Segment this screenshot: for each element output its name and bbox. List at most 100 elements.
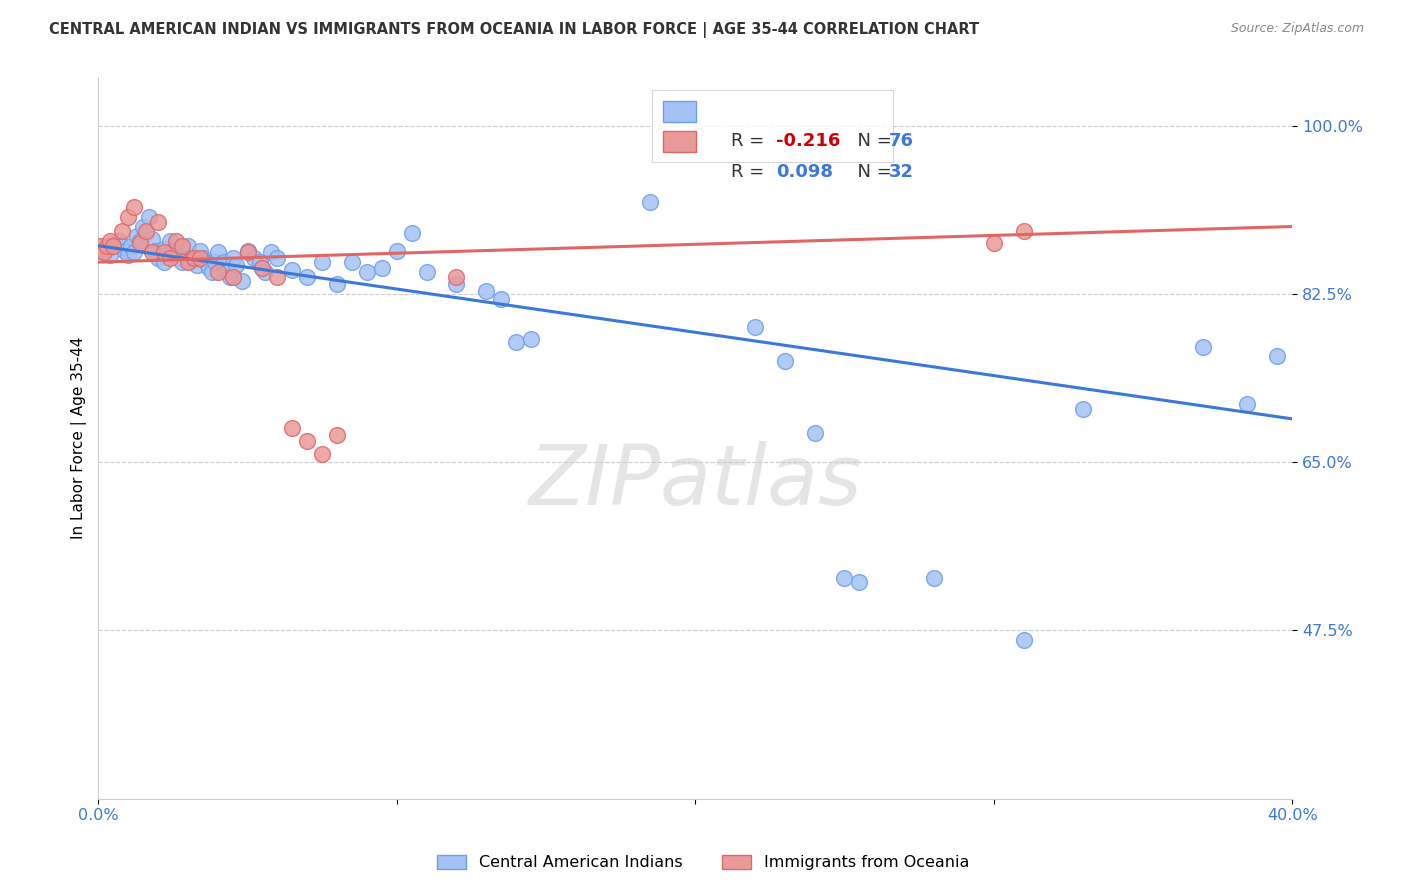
Text: -0.216: -0.216 <box>776 132 841 150</box>
Text: R =: R = <box>731 162 770 181</box>
Point <box>186 258 208 272</box>
Point <box>146 252 169 266</box>
Point <box>114 244 136 258</box>
Point <box>242 252 264 266</box>
Point <box>117 248 139 262</box>
Text: ZIPatlas: ZIPatlas <box>529 441 862 522</box>
Point <box>159 234 181 248</box>
Text: 32: 32 <box>889 162 914 181</box>
Point <box>415 265 437 279</box>
Point <box>252 260 274 275</box>
Point <box>922 570 945 584</box>
Point <box>848 575 870 590</box>
Point <box>446 270 468 285</box>
Point <box>177 255 200 269</box>
Point <box>356 265 378 279</box>
Point <box>385 244 408 258</box>
Point <box>207 245 229 260</box>
Point <box>132 219 155 234</box>
Point <box>177 252 200 266</box>
Y-axis label: In Labor Force | Age 35-44: In Labor Force | Age 35-44 <box>72 337 87 540</box>
Point <box>236 245 259 260</box>
Point <box>221 270 243 285</box>
Point <box>96 242 118 256</box>
Point <box>326 277 349 292</box>
Point <box>371 260 394 275</box>
Point <box>170 255 193 269</box>
Point <box>165 234 187 248</box>
Point <box>254 265 277 279</box>
Point <box>90 244 112 258</box>
Point <box>138 210 160 224</box>
Point <box>183 253 205 268</box>
Point <box>401 226 423 240</box>
Text: CENTRAL AMERICAN INDIAN VS IMMIGRANTS FROM OCEANIA IN LABOR FORCE | AGE 35-44 CO: CENTRAL AMERICAN INDIAN VS IMMIGRANTS FR… <box>49 22 980 38</box>
Point <box>143 244 166 258</box>
Point <box>475 284 498 298</box>
Point <box>281 262 304 277</box>
Point <box>167 252 190 266</box>
Point <box>236 244 259 258</box>
Point <box>141 245 163 260</box>
Point <box>1012 633 1035 648</box>
Legend: Central American Indians, Immigrants from Oceania: Central American Indians, Immigrants fro… <box>430 848 976 877</box>
Point <box>170 239 193 253</box>
Point <box>1012 224 1035 238</box>
Point <box>98 234 121 248</box>
Point <box>297 270 319 285</box>
Point <box>326 428 349 442</box>
Point <box>96 239 118 253</box>
Point <box>153 255 176 269</box>
Point <box>194 255 217 269</box>
Point <box>93 245 115 260</box>
Point <box>103 239 125 253</box>
Point <box>135 226 157 240</box>
Point <box>221 252 243 266</box>
Point <box>1265 349 1288 363</box>
Point <box>162 244 184 258</box>
Text: 76: 76 <box>889 132 914 150</box>
Point <box>218 270 240 285</box>
Point <box>111 239 134 253</box>
Point <box>122 200 145 214</box>
Legend:                               ,                               : , <box>652 90 893 162</box>
Text: N =: N = <box>846 132 898 150</box>
Point <box>201 265 224 279</box>
Text: Source: ZipAtlas.com: Source: ZipAtlas.com <box>1230 22 1364 36</box>
Point <box>803 426 825 441</box>
Point <box>93 245 115 260</box>
Point <box>773 354 796 368</box>
Point <box>191 252 214 266</box>
Point <box>159 252 181 266</box>
Point <box>108 234 131 248</box>
Point <box>129 235 152 250</box>
Point <box>1191 340 1213 354</box>
Point <box>340 255 363 269</box>
Point <box>103 239 125 253</box>
Point <box>177 239 200 253</box>
Point <box>135 224 157 238</box>
Point <box>983 235 1005 250</box>
Point <box>98 248 121 262</box>
Point <box>231 274 253 288</box>
Point <box>204 255 226 269</box>
Text: N =: N = <box>846 162 898 181</box>
Point <box>188 252 211 266</box>
Point <box>129 234 152 248</box>
Point <box>640 195 662 210</box>
Point <box>197 260 219 275</box>
Point <box>249 255 271 269</box>
Point <box>207 265 229 279</box>
Point <box>120 239 142 253</box>
Point <box>252 260 274 275</box>
Point <box>225 258 247 272</box>
Point <box>127 229 149 244</box>
Point <box>212 255 235 269</box>
Point <box>215 265 238 279</box>
Point <box>266 252 288 266</box>
Point <box>260 245 283 260</box>
Point <box>446 277 468 292</box>
Point <box>1071 402 1094 417</box>
Point <box>311 255 333 269</box>
Point <box>311 447 333 461</box>
